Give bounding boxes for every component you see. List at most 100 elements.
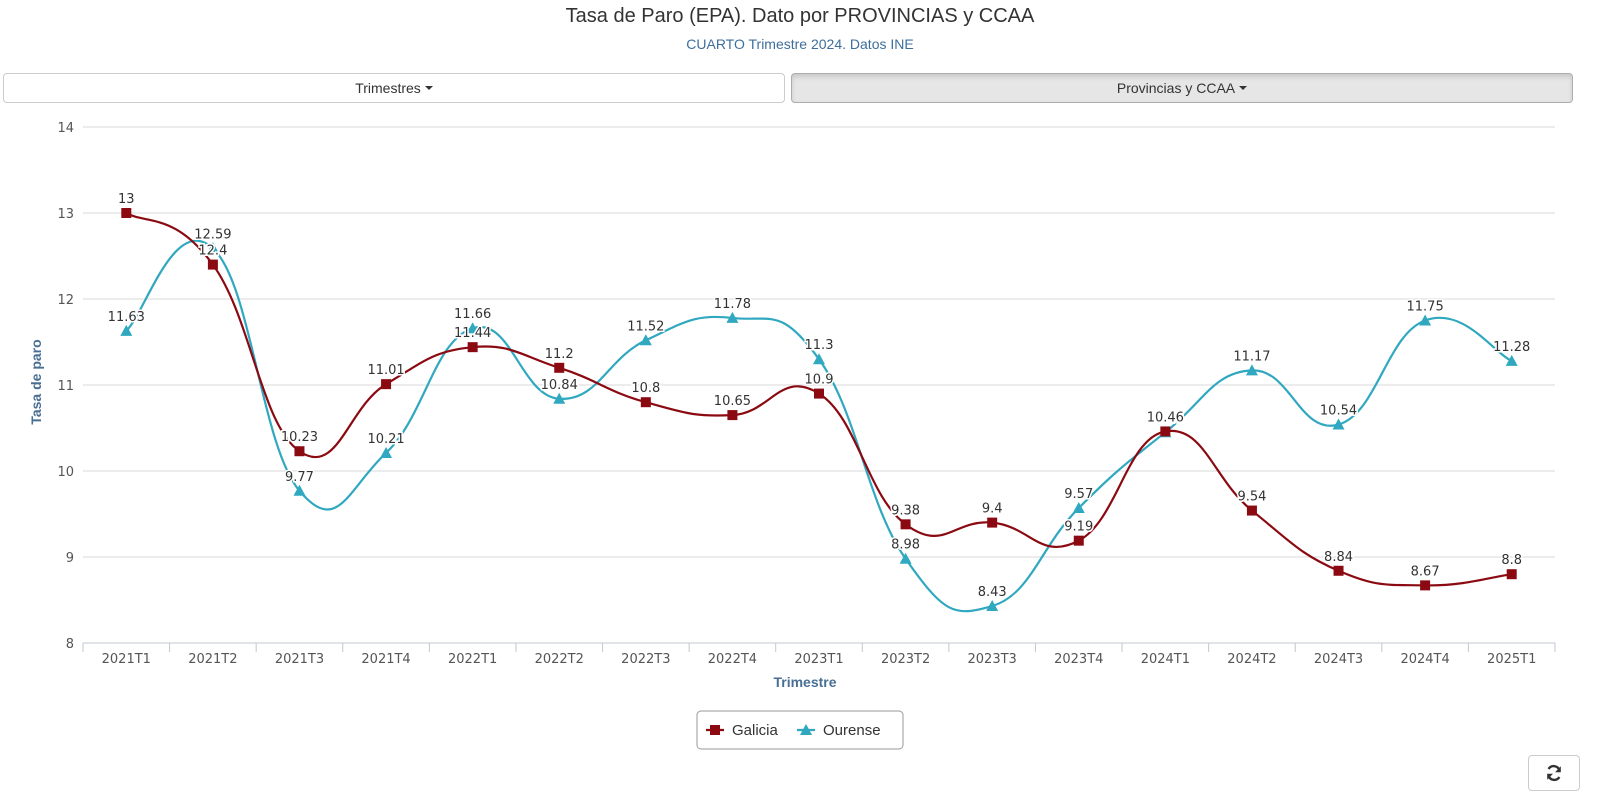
data-point-ourense <box>206 242 219 254</box>
data-point-galicia <box>727 410 738 421</box>
data-point-galicia <box>467 342 478 353</box>
data-point-galicia <box>1160 426 1171 437</box>
data-point-ourense <box>813 353 825 365</box>
data-point-ourense <box>120 324 133 336</box>
caret-down-icon <box>1239 86 1248 90</box>
data-label-galicia: 9.38 <box>891 503 920 518</box>
data-label-ourense: 10.84 <box>541 378 578 393</box>
data-label-ourense: 9.77 <box>285 470 314 485</box>
x-tick-label: 2024T3 <box>1314 652 1363 667</box>
series-galicia <box>121 208 1517 591</box>
data-label-galicia: 10.8 <box>631 381 660 396</box>
series-line-ourense <box>125 239 1513 613</box>
data-point-galicia <box>987 517 998 528</box>
data-point-ourense <box>986 600 999 612</box>
data-label-galicia: 8.67 <box>1411 564 1440 579</box>
legend: Galicia Ourense <box>696 710 904 750</box>
data-point-ourense <box>293 484 306 496</box>
data-label-galicia: 10.65 <box>714 394 751 409</box>
data-label-ourense: 10.21 <box>367 432 404 447</box>
caret-down-icon <box>424 86 433 90</box>
provincias-dropdown-label: Provincias y CCAA <box>1116 80 1236 96</box>
data-label-galicia: 8.8 <box>1501 553 1522 568</box>
line-chart: 8 9 10 11 12 13 14 2021T1 2021T2 2021T3 2021T4 2022… <box>28 121 1556 750</box>
trimestres-dropdown-label: Trimestres <box>355 80 421 96</box>
data-label-galicia: 8.84 <box>1324 550 1353 565</box>
data-point-galicia <box>814 388 824 399</box>
data-label-ourense: 11.17 <box>1233 349 1270 364</box>
data-point-ourense <box>639 334 652 346</box>
data-point-galicia <box>900 519 911 530</box>
chart-subtitle: CUARTO Trimestre 2024. Datos INE <box>686 36 914 52</box>
data-point-galicia <box>554 362 565 373</box>
data-point-ourense <box>726 311 739 323</box>
data-label-galicia: 11.2 <box>545 347 574 362</box>
y-tick-label: 13 <box>57 207 74 222</box>
x-tick-label: 2024T1 <box>1141 652 1190 667</box>
x-tick-label: 2024T4 <box>1400 652 1449 667</box>
y-tick-label: 12 <box>57 293 74 308</box>
data-label-ourense: 11.66 <box>454 307 491 322</box>
provincias-dropdown[interactable]: Provincias y CCAA <box>791 73 1573 103</box>
x-tick-label: 2021T2 <box>188 652 237 667</box>
x-tick-label: 2022T2 <box>535 652 584 667</box>
data-point-galicia <box>1246 505 1257 516</box>
data-point-galicia <box>381 379 392 390</box>
x-tick-label: 2023T2 <box>881 652 930 667</box>
data-label-ourense: 11.63 <box>108 310 145 325</box>
data-label-ourense: 11.75 <box>1407 300 1444 315</box>
y-tick-label: 11 <box>57 379 74 394</box>
data-label-ourense: 8.98 <box>891 538 920 553</box>
trimestres-dropdown[interactable]: Trimestres <box>3 73 785 103</box>
y-tick-label: 14 <box>57 121 74 136</box>
legend-marker-galicia <box>710 725 720 735</box>
data-point-ourense <box>1245 364 1258 376</box>
data-label-galicia: 10.23 <box>281 430 318 445</box>
x-tick-label: 2022T4 <box>708 652 757 667</box>
data-label-galicia: 9.54 <box>1237 490 1266 505</box>
x-tick-label: 2021T1 <box>102 652 151 667</box>
data-point-ourense <box>1419 314 1432 326</box>
data-point-galicia <box>640 397 651 408</box>
data-point-galicia <box>1333 565 1344 576</box>
x-tick-label: 2023T1 <box>794 652 843 667</box>
series-ourense <box>120 239 1518 613</box>
refresh-button[interactable] <box>1528 755 1580 791</box>
data-label-ourense: 8.43 <box>978 585 1007 600</box>
legend-label-galicia: Galicia <box>732 722 779 739</box>
legend-label-ourense: Ourense <box>823 722 881 739</box>
x-tick-label: 2023T3 <box>968 652 1017 667</box>
data-point-galicia <box>121 208 132 218</box>
data-label-ourense: 11.52 <box>627 319 664 334</box>
data-label-galicia: 10.9 <box>805 373 834 388</box>
data-label-ourense: 10.45 <box>1147 411 1184 426</box>
data-label-galicia: 9.19 <box>1064 520 1093 535</box>
x-tick-label: 2024T2 <box>1227 652 1276 667</box>
data-label-galicia: 12.4 <box>198 244 227 259</box>
chart-title: Tasa de Paro (EPA). Dato por PROVINCIAS … <box>565 5 1035 27</box>
data-label-galicia: 9.4 <box>982 502 1003 517</box>
data-label-galicia: 13 <box>118 192 135 207</box>
data-label-galicia: 11.01 <box>367 363 404 378</box>
data-label-ourense: 9.57 <box>1064 487 1093 502</box>
data-point-ourense <box>1332 418 1345 430</box>
x-tick-label: 2021T4 <box>361 652 410 667</box>
data-label-galicia: 10.46 <box>1147 410 1184 425</box>
y-tick-label: 10 <box>57 465 74 480</box>
x-tick-label: 2022T1 <box>448 652 497 667</box>
data-point-ourense <box>380 446 393 458</box>
y-tick-label: 8 <box>66 637 74 652</box>
y-tick-label: 9 <box>66 551 74 566</box>
refresh-icon <box>1547 764 1561 782</box>
data-point-galicia <box>207 259 218 270</box>
data-point-ourense <box>466 322 479 334</box>
data-point-galicia <box>1420 580 1431 591</box>
data-label-galicia: 11.44 <box>454 326 491 341</box>
x-tick-label: 2023T4 <box>1054 652 1103 667</box>
data-point-galicia <box>294 446 305 457</box>
x-axis-title: Trimestre <box>773 674 836 690</box>
legend-marker-ourense <box>800 724 812 735</box>
data-label-ourense: 11.28 <box>1493 340 1530 355</box>
data-point-ourense <box>1505 354 1518 366</box>
x-tick-label: 2025T1 <box>1487 652 1536 667</box>
